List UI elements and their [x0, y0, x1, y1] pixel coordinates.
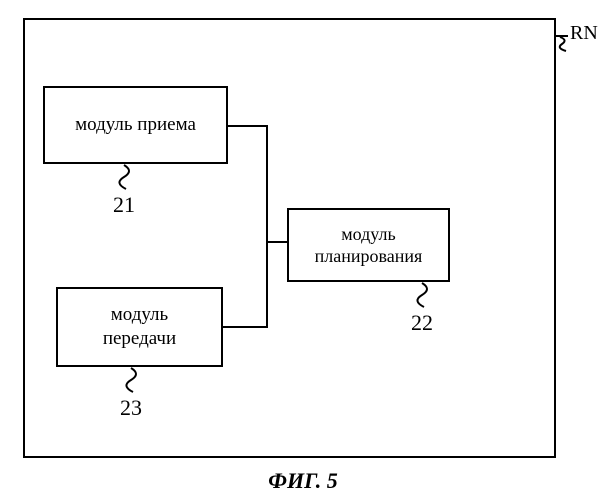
node-plan: модуль планирования — [287, 208, 450, 282]
node-plan-label-line2: планирования — [315, 246, 423, 266]
node-transmit-label-line1: модуль — [111, 304, 168, 325]
callout-22: 22 — [411, 310, 433, 336]
edge-receive-plan-v — [266, 125, 268, 243]
edge-transmit-plan-v — [266, 243, 268, 328]
node-transmit: модуль передачи — [56, 287, 223, 367]
edge-receive-plan-h2 — [266, 241, 288, 243]
rn-label: RN — [570, 22, 598, 45]
callout-tilde-21 — [118, 163, 136, 191]
node-plan-label-line1: модуль — [341, 224, 395, 244]
edge-receive-plan-h1 — [228, 125, 268, 127]
figure-caption: ФИГ. 5 — [0, 468, 606, 494]
edge-transmit-plan-h — [223, 326, 268, 328]
node-transmit-label: модуль передачи — [103, 303, 176, 351]
node-plan-label: модуль планирования — [315, 223, 423, 268]
callout-21: 21 — [113, 192, 135, 218]
node-transmit-label-line2: передачи — [103, 328, 176, 349]
callout-tilde-23 — [125, 366, 143, 394]
callout-tilde-22 — [416, 281, 434, 309]
node-receive: модуль приема — [43, 86, 228, 164]
node-receive-label: модуль приема — [75, 113, 196, 137]
callout-23: 23 — [120, 395, 142, 421]
